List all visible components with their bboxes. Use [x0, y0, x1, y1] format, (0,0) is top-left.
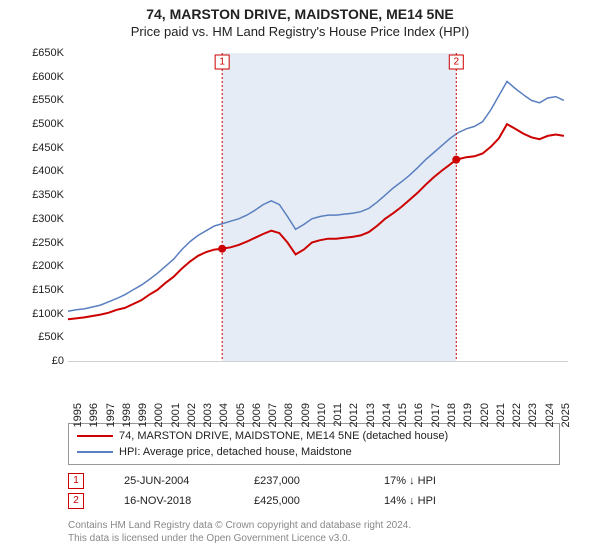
x-axis-label: 1996 [88, 403, 100, 457]
x-axis-label: 2024 [544, 403, 556, 457]
y-axis-label: £400K [20, 165, 64, 177]
y-axis-label: £100K [20, 308, 64, 320]
x-axis-label: 2020 [479, 403, 491, 457]
chart-subtitle: Price paid vs. HM Land Registry's House … [10, 24, 590, 39]
x-axis-label: 2005 [235, 403, 247, 457]
x-axis-label: 2025 [560, 403, 572, 457]
x-axis-label: 2008 [283, 403, 295, 457]
price-chart: £0 £50K £100K £150K £200K £250K £300K £350K £400… [20, 45, 580, 415]
y-axis-label: £0 [20, 355, 64, 367]
x-axis-label: 2003 [202, 403, 214, 457]
x-axis-label: 2013 [365, 403, 377, 457]
x-axis-label: 2012 [348, 403, 360, 457]
x-axis-label: 2000 [153, 403, 165, 457]
y-axis-label: £300K [20, 213, 64, 225]
chart-title: 74, MARSTON DRIVE, MAIDSTONE, ME14 5NE [10, 6, 590, 22]
y-axis-label: £200K [20, 260, 64, 272]
y-axis-label: £450K [20, 142, 64, 154]
x-axis-label: 2021 [495, 403, 507, 457]
x-axis-label: 2001 [170, 403, 182, 457]
attribution-footer: Contains HM Land Registry data © Crown c… [68, 519, 560, 545]
x-axis-label: 2016 [413, 403, 425, 457]
sale-row-1: 125-JUN-2004£237,00017% ↓ HPI [68, 471, 560, 491]
sales-table: 125-JUN-2004£237,00017% ↓ HPI216-NOV-201… [68, 471, 560, 511]
y-axis-label: £550K [20, 94, 64, 106]
sale-marker-label-2: 2 [454, 57, 460, 68]
x-axis-label: 2002 [186, 403, 198, 457]
x-axis-label: 2022 [511, 403, 523, 457]
x-axis-label: 1998 [121, 403, 133, 457]
x-axis-label: 2009 [300, 403, 312, 457]
sale-point-2 [452, 156, 460, 164]
y-axis-label: £600K [20, 71, 64, 83]
y-axis-label: £350K [20, 189, 64, 201]
x-axis-label: 2006 [251, 403, 263, 457]
y-axis-label: £50K [20, 331, 64, 343]
x-axis-label: 2023 [527, 403, 539, 457]
x-axis-label: 2015 [397, 403, 409, 457]
y-axis-label: £500K [20, 118, 64, 130]
x-axis-label: 2011 [332, 403, 344, 457]
x-axis-label: 2017 [430, 403, 442, 457]
x-axis-label: 2019 [462, 403, 474, 457]
sale-marker-label-1: 1 [219, 57, 225, 68]
x-axis-label: 2010 [316, 403, 328, 457]
sale-row-2: 216-NOV-2018£425,00014% ↓ HPI [68, 491, 560, 511]
x-axis-label: 2018 [446, 403, 458, 457]
sale-point-1 [218, 245, 226, 253]
y-axis-label: £650K [20, 47, 64, 59]
y-axis-label: £150K [20, 284, 64, 296]
x-axis-label: 1997 [105, 403, 117, 457]
x-axis-label: 2014 [381, 403, 393, 457]
x-axis-label: 1999 [137, 403, 149, 457]
y-axis-label: £250K [20, 237, 64, 249]
x-axis-label: 2004 [218, 403, 230, 457]
x-axis-label: 2007 [267, 403, 279, 457]
x-axis-label: 1995 [72, 403, 84, 457]
